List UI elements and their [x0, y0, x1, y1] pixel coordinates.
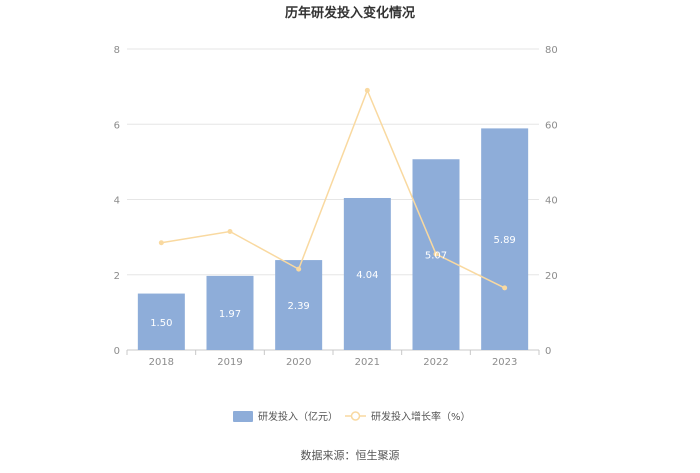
bar-value-label: 1.97 [219, 309, 241, 320]
right-y-tick-label: 80 [545, 45, 558, 56]
left-y-tick-label: 2 [114, 271, 120, 282]
grid-lines [127, 48, 539, 276]
x-axis: 2018 2019 2020 2021 2022 2023 [126, 349, 540, 368]
growth-rate-point [227, 228, 233, 234]
growth-rate-point [433, 251, 439, 257]
right-y-axis: 0 20 40 60 80 [545, 45, 558, 357]
x-tick-label: 2020 [286, 357, 311, 368]
legend: 研发投入（亿元） 研发投入增长率（%） [233, 410, 471, 423]
data-source-note: 数据来源：恒生聚源 [301, 448, 400, 462]
growth-rate-point [158, 240, 164, 246]
left-y-axis: 0 2 4 6 8 [114, 45, 120, 357]
legend-bar-label: 研发投入（亿元） [258, 410, 338, 423]
x-tick-label: 2023 [492, 357, 517, 368]
x-tick-label: 2019 [217, 357, 242, 368]
x-tick-label: 2022 [423, 357, 448, 368]
growth-rate-point [296, 266, 302, 272]
right-y-tick-label: 0 [545, 346, 551, 357]
growth-rate-point [364, 87, 370, 93]
growth-rate-line [161, 88, 505, 289]
bar-value-label: 5.89 [494, 235, 516, 246]
bar-series [137, 128, 529, 350]
left-y-tick-label: 6 [114, 120, 120, 131]
bar [137, 293, 185, 350]
bar-value-label: 5.07 [425, 251, 447, 262]
line-series [158, 87, 508, 291]
bar-value-label: 2.39 [288, 301, 310, 312]
bar [206, 275, 254, 350]
bar-value-label: 1.50 [150, 318, 172, 329]
x-tick-label: 2018 [149, 357, 174, 368]
legend-line-label: 研发投入增长率（%） [371, 410, 471, 423]
bar [343, 197, 391, 350]
legend-line-marker [350, 411, 361, 421]
left-y-tick-label: 0 [114, 346, 120, 357]
x-tick-label: 2021 [355, 357, 380, 368]
legend-bar-swatch [233, 411, 253, 422]
bar-labels: 1.50 1.97 2.39 4.04 5.07 5.89 [150, 235, 516, 329]
bar [275, 260, 323, 350]
left-y-tick-label: 8 [114, 45, 120, 56]
chart-title: 历年研发投入变化情况 [285, 5, 415, 21]
bar [481, 128, 529, 350]
left-y-tick-label: 4 [114, 196, 120, 207]
growth-rate-point [502, 285, 508, 291]
bar-value-label: 4.04 [356, 270, 378, 281]
right-y-tick-label: 60 [545, 120, 558, 131]
right-y-tick-label: 20 [545, 271, 558, 282]
right-y-tick-label: 40 [545, 196, 558, 207]
